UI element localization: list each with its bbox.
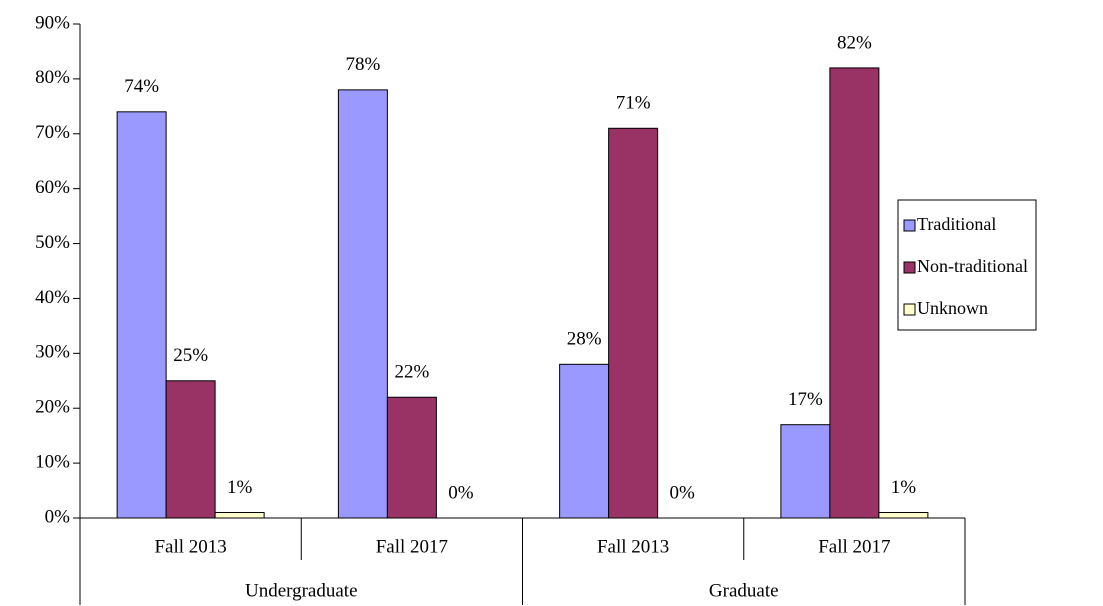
data-label: 1% (227, 477, 253, 498)
x-tick-label: Fall 2017 (376, 536, 448, 557)
legend-swatch (903, 219, 916, 232)
legend-label: Unknown (917, 298, 988, 318)
y-tick-label: 90% (35, 12, 70, 33)
group-label: Graduate (709, 580, 779, 601)
bar (780, 424, 831, 519)
y-tick-label: 40% (35, 287, 70, 308)
y-tick-label: 0% (45, 506, 71, 527)
y-tick-label: 10% (35, 451, 70, 472)
data-label: 22% (394, 362, 429, 383)
data-label: 28% (567, 329, 602, 350)
data-label: 74% (124, 76, 159, 97)
x-tick-label: Fall 2013 (597, 536, 669, 557)
y-tick-label: 60% (35, 177, 70, 198)
data-label: 71% (616, 93, 651, 114)
bar (608, 127, 659, 519)
data-label: 17% (788, 389, 823, 410)
y-tick-label: 30% (35, 342, 70, 363)
bar (214, 512, 265, 519)
y-tick-label: 80% (35, 67, 70, 88)
x-tick-label: Fall 2013 (154, 536, 226, 557)
bar (337, 89, 388, 519)
bar (829, 67, 880, 519)
bar (559, 363, 610, 519)
x-tick-label: Fall 2017 (818, 536, 890, 557)
legend-label: Non-traditional (917, 256, 1028, 276)
data-label: 0% (669, 482, 695, 503)
legend-swatch (903, 261, 916, 274)
data-label: 1% (891, 477, 917, 498)
bar (386, 396, 437, 519)
data-label: 78% (345, 54, 380, 75)
bar (878, 512, 929, 519)
y-tick-label: 70% (35, 122, 70, 143)
data-label: 25% (173, 345, 208, 366)
y-tick-label: 50% (35, 232, 70, 253)
bar (165, 380, 216, 519)
legend-swatch (903, 303, 916, 316)
data-label: 82% (837, 32, 872, 53)
bar (116, 111, 167, 519)
y-tick-label: 20% (35, 397, 70, 418)
legend-box (897, 199, 1037, 331)
legend-label: Traditional (917, 214, 996, 234)
data-label: 0% (448, 482, 474, 503)
group-label: Undergraduate (245, 580, 358, 601)
